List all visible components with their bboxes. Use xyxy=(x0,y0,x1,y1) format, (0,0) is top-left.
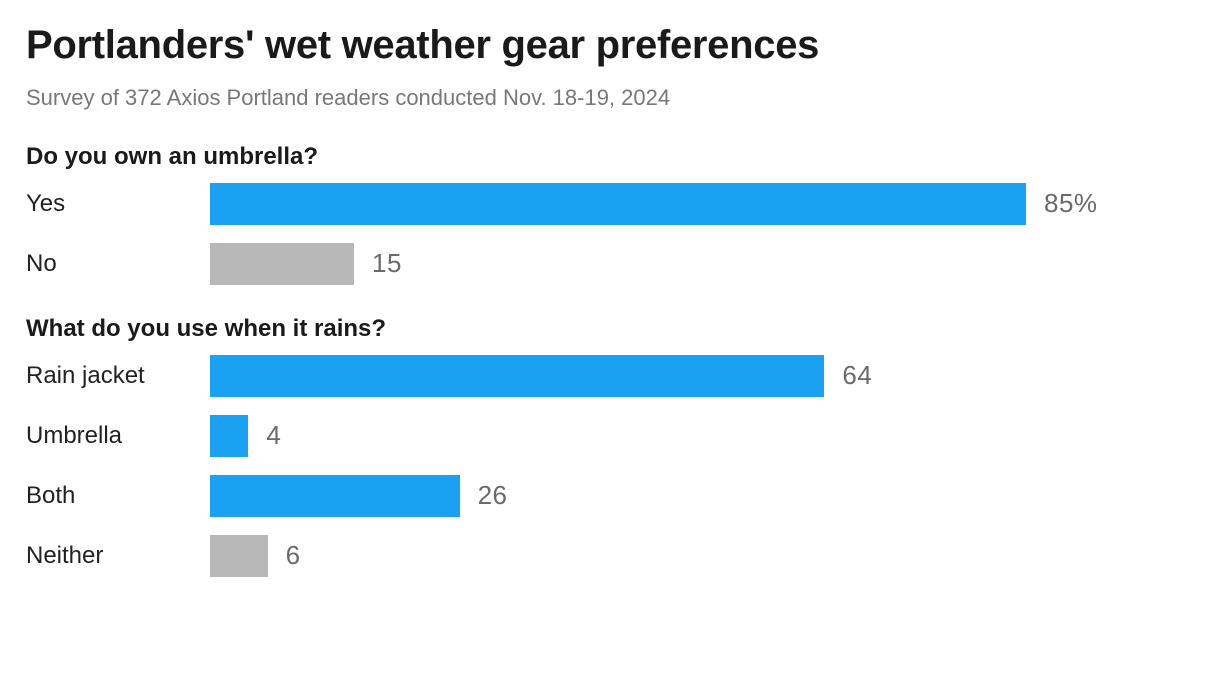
bar-fill xyxy=(210,355,824,397)
question-text: Do you own an umbrella? xyxy=(26,143,1194,171)
bar-value: 85% xyxy=(1044,188,1098,219)
question-text: What do you use when it rains? xyxy=(26,315,1194,343)
chart-container: Portlanders' wet weather gear preference… xyxy=(0,0,1220,690)
sections-container: Do you own an umbrella? Yes 85% No 15 What do… xyxy=(26,143,1194,577)
bar-value: 6 xyxy=(286,540,301,571)
bar-track: 64 xyxy=(210,355,1170,397)
bar-label: Neither xyxy=(26,544,210,568)
chart-title: Portlanders' wet weather gear preference… xyxy=(26,22,1194,68)
bar-value: 4 xyxy=(266,420,281,451)
bar-row: Rain jacket 64 xyxy=(26,355,1194,397)
bar-fill xyxy=(210,243,354,285)
bar-track: 4 xyxy=(210,415,1170,457)
bar-value: 15 xyxy=(372,248,402,279)
bar-track: 26 xyxy=(210,475,1170,517)
bar-fill xyxy=(210,475,460,517)
bar-value: 26 xyxy=(478,480,508,511)
bar-row: Neither 6 xyxy=(26,535,1194,577)
bar-label: No xyxy=(26,252,210,276)
bar-track: 15 xyxy=(210,243,1170,285)
bar-label: Both xyxy=(26,484,210,508)
bar-label: Umbrella xyxy=(26,424,210,448)
question-block: What do you use when it rains? Rain jacke… xyxy=(26,315,1194,577)
bar-row: Yes 85% xyxy=(26,183,1194,225)
bar-row: Both 26 xyxy=(26,475,1194,517)
question-block: Do you own an umbrella? Yes 85% No 15 xyxy=(26,143,1194,285)
bar-fill xyxy=(210,183,1026,225)
bar-track: 6 xyxy=(210,535,1170,577)
bar-row: Umbrella 4 xyxy=(26,415,1194,457)
bar-label: Rain jacket xyxy=(26,364,210,388)
bar-fill xyxy=(210,415,248,457)
bar-label: Yes xyxy=(26,192,210,216)
bar-value: 64 xyxy=(842,360,872,391)
chart-subtitle: Survey of 372 Axios Portland readers con… xyxy=(26,84,1194,113)
bar-track: 85% xyxy=(210,183,1170,225)
bar-row: No 15 xyxy=(26,243,1194,285)
bar-fill xyxy=(210,535,268,577)
